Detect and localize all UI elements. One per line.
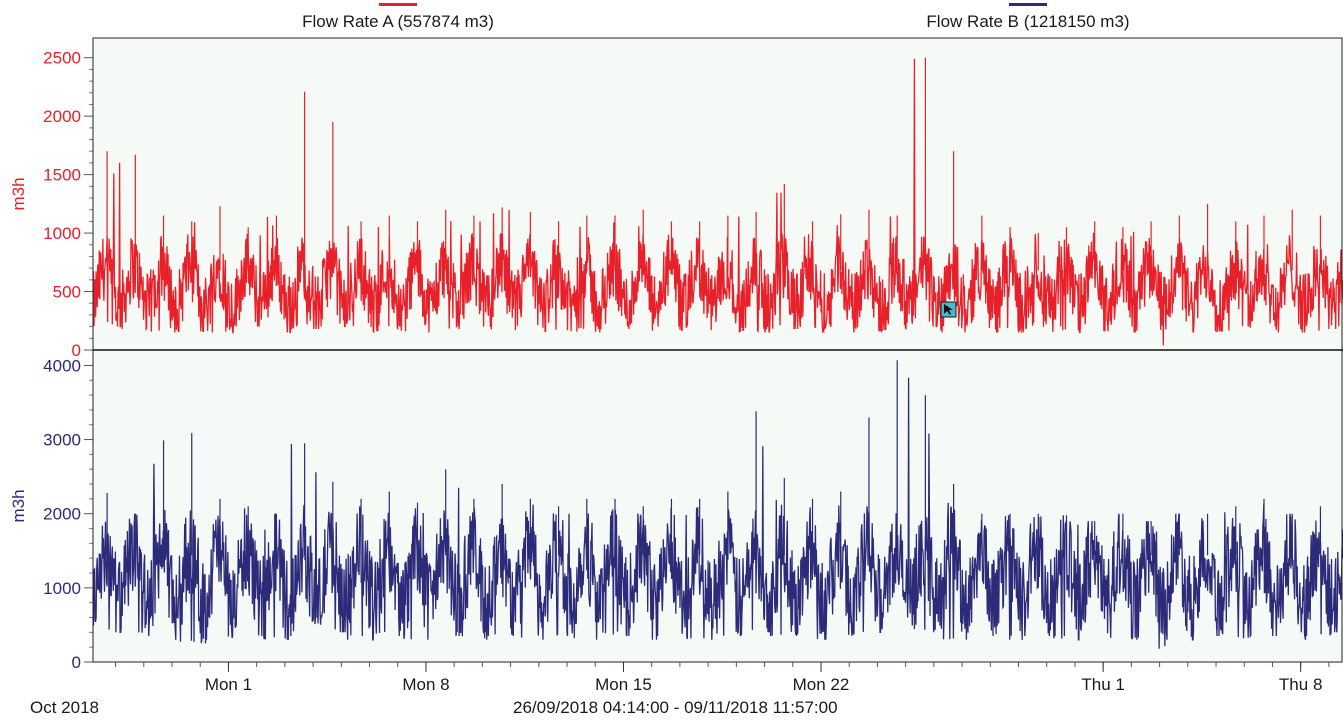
- chart-panel-b: 0 1000 2000 3000 4000 m3h: [9, 350, 1343, 672]
- y-tick-label-a: 1000: [43, 224, 81, 243]
- cursor-marker: [941, 302, 956, 317]
- y-tick-label-b: 4000: [43, 356, 81, 375]
- x-tick-label: Mon 8: [402, 675, 449, 694]
- x-tick-label: Thu 8: [1279, 675, 1322, 694]
- y-tick-label-a: 2500: [43, 49, 81, 68]
- y-tick-label-a: 2000: [43, 107, 81, 126]
- y-tick-label-a: 500: [53, 283, 81, 302]
- y-axis-label-a: m3h: [9, 177, 28, 210]
- x-axis-month-label: Oct 2018: [30, 698, 99, 718]
- y-tick-label-b: 3000: [43, 431, 81, 450]
- y-tick-label-a: 1500: [43, 166, 81, 185]
- x-axis-range-label: 26/09/2018 04:14:00 - 09/11/2018 11:57:0…: [513, 698, 838, 718]
- x-tick-label: Mon 15: [595, 675, 652, 694]
- y-tick-label-b: 1000: [43, 579, 81, 598]
- x-tick-label: Mon 22: [793, 675, 850, 694]
- y-axis-label-b: m3h: [9, 489, 28, 522]
- x-tick-label: Thu 1: [1081, 675, 1124, 694]
- y-tick-label-b: 0: [72, 653, 81, 672]
- y-tick-label-b: 2000: [43, 505, 81, 524]
- x-tick-label: Mon 1: [205, 675, 252, 694]
